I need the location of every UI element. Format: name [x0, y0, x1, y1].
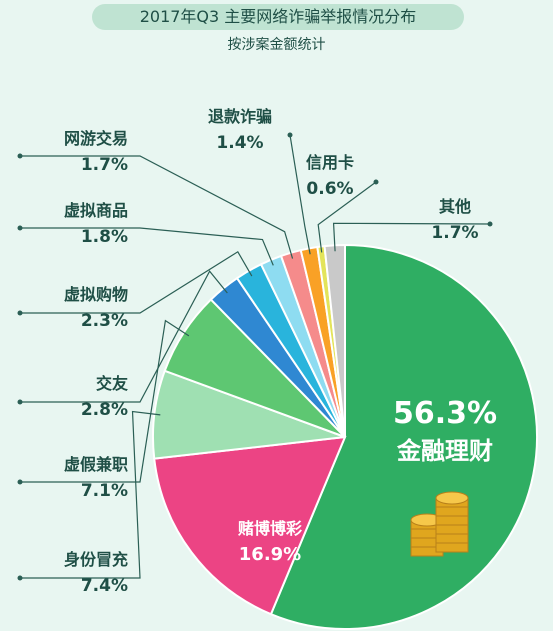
- category-label-6: 虚拟购物: [64, 285, 128, 304]
- value-label-3: 7.4%: [81, 576, 128, 596]
- category-label-2: 赌博博彩: [237, 519, 302, 538]
- leader-line-7: [20, 227, 274, 266]
- leader-line-6: [20, 250, 253, 314]
- category-label-7: 虚拟商品: [64, 201, 128, 220]
- leader-line-9: [289, 134, 311, 255]
- value-label-2: 16.9%: [239, 544, 301, 565]
- category-label-11: 其他: [439, 197, 471, 216]
- leader-dot-5: [17, 399, 23, 405]
- leader-dot-8: [17, 153, 23, 159]
- leader-dot-6: [17, 310, 23, 316]
- leader-lines: [17, 132, 493, 581]
- category-label-1: 金融理财: [396, 437, 493, 465]
- leader-dot-7: [17, 225, 23, 231]
- category-label-8: 网游交易: [64, 129, 128, 148]
- value-label-7: 1.8%: [81, 227, 128, 247]
- leader-dot-11: [487, 221, 493, 227]
- value-label-10: 0.6%: [306, 179, 353, 199]
- title-banner: [92, 4, 464, 30]
- chart-title: 2017年Q3 主要网络诈骗举报情况分布: [139, 7, 417, 26]
- slice-2: [153, 435, 347, 616]
- leader-line-5: [20, 270, 228, 403]
- category-label-5: 交友: [96, 374, 129, 393]
- value-label-4: 7.1%: [81, 481, 128, 501]
- value-label-6: 2.3%: [81, 311, 128, 331]
- value-label-9: 1.4%: [216, 133, 263, 153]
- slice-1: [269, 243, 538, 630]
- value-label-8: 1.7%: [81, 155, 128, 175]
- value-label-1: 56.3%: [393, 396, 497, 431]
- leader-line-10: [317, 181, 377, 253]
- category-label-10: 信用卡: [306, 153, 354, 172]
- leader-line-4: [20, 319, 190, 483]
- leader-dot-3: [17, 575, 23, 581]
- category-label-4: 虚假兼职: [64, 455, 128, 474]
- chart-subtitle: 按涉案金额统计: [227, 37, 326, 53]
- leader-dot-9: [287, 132, 293, 138]
- category-label-3: 身份冒充: [64, 550, 128, 569]
- category-label-9: 退款诈骗: [208, 107, 272, 126]
- leader-dot-10: [373, 179, 379, 185]
- leader-line-3: [20, 410, 161, 579]
- leader-dot-4: [17, 479, 23, 485]
- leader-line-8: [20, 155, 294, 259]
- value-label-11: 1.7%: [431, 223, 478, 243]
- value-label-5: 2.8%: [81, 400, 128, 420]
- leader-line-11: [332, 222, 491, 252]
- coins-icon: [410, 491, 469, 557]
